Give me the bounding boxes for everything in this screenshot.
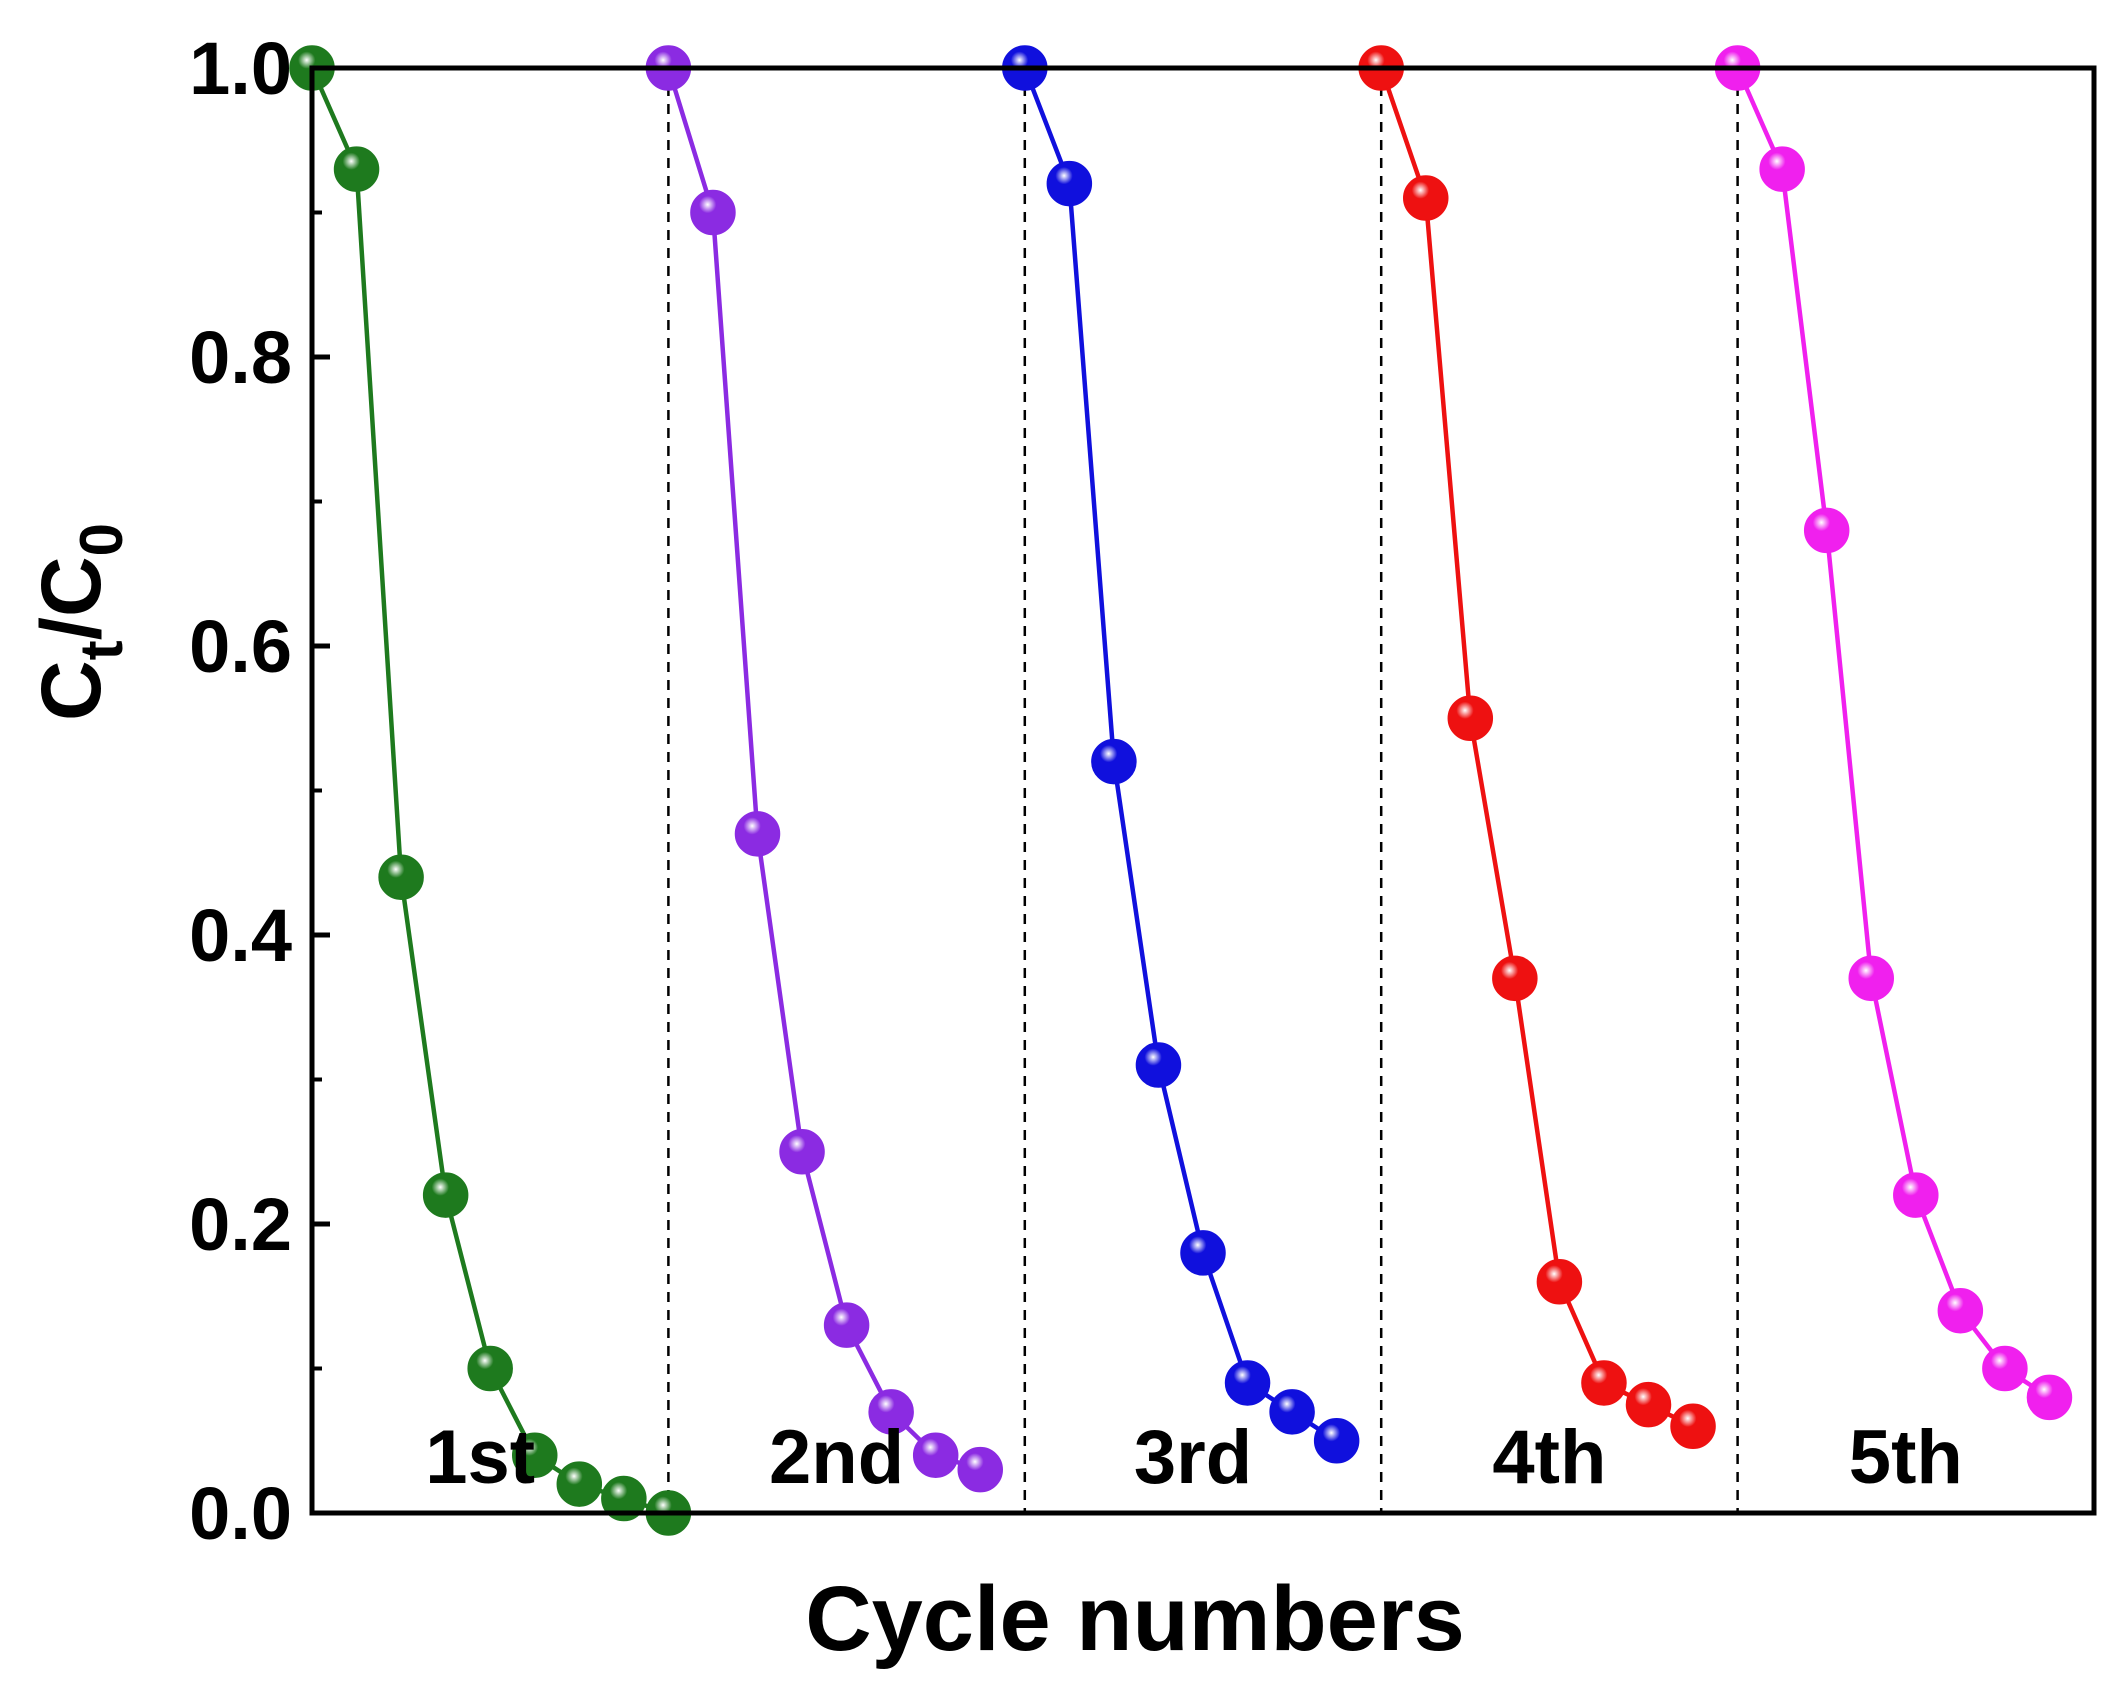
- y-tick-label: 0.2: [189, 1183, 292, 1266]
- data-point-2nd-3: [734, 811, 781, 857]
- data-point-3rd-8: [1313, 1418, 1360, 1464]
- y-tick-label: 1.0: [189, 27, 292, 110]
- data-point-5th-2: [1759, 146, 1805, 192]
- data-point-4th-3: [1447, 695, 1494, 741]
- data-point-2nd-8: [957, 1446, 1003, 1493]
- y-tick-label: 0.4: [189, 894, 292, 977]
- data-point-5th-4: [1848, 955, 1894, 1002]
- data-point-5th-8: [2026, 1374, 2073, 1421]
- series-line-3rd: [1022, 67, 1338, 1443]
- data-point-3rd-3: [1091, 738, 1137, 785]
- plot-frame: [309, 65, 2097, 1516]
- data-point-4th-4: [1492, 955, 1538, 1002]
- data-point-1st-7: [556, 1461, 603, 1507]
- data-point-4th-2: [1403, 175, 1449, 221]
- data-point-2nd-6: [868, 1389, 914, 1435]
- data-point-5th-7: [1982, 1345, 2028, 1392]
- plot-area: 1st 2nd 3rd 4th 5th: [289, 45, 2073, 1536]
- axes: 0.0 0.2 0.4 0.6 0.8 1.0: [189, 27, 2097, 1555]
- y-tick-label: 0.0: [189, 1472, 292, 1555]
- data-point-3rd-6: [1224, 1360, 1271, 1406]
- y-axis-title-base: C: [24, 660, 118, 721]
- y-tick-label: 0.8: [189, 316, 292, 399]
- data-point-4th-8: [1670, 1403, 1716, 1450]
- cycle-label-2nd: 2nd: [769, 1415, 904, 1500]
- data-point-2nd-4: [779, 1129, 825, 1175]
- y-axis-title: Ct/C0: [24, 523, 135, 721]
- data-point-2nd-2: [690, 189, 736, 236]
- series-line-4th: [1379, 67, 1695, 1429]
- data-point-1st-2: [333, 146, 380, 192]
- data-point-3rd-5: [1180, 1230, 1226, 1276]
- data-point-3rd-4: [1135, 1042, 1182, 1088]
- y-axis-title-sub-t: t: [68, 640, 135, 660]
- data-point-1st-6: [512, 1432, 558, 1478]
- x-axis-title: Cycle numbers: [805, 1568, 1465, 1670]
- series-line-2nd: [666, 67, 981, 1472]
- data-point-1st-5: [467, 1345, 513, 1392]
- y-axis-title-sub-0: 0: [68, 523, 135, 556]
- series-line-1st: [309, 67, 670, 1516]
- cycle-label-3rd: 3rd: [1134, 1415, 1252, 1500]
- y-axis-title-sep: /C: [24, 556, 118, 640]
- data-point-5th-3: [1803, 507, 1850, 554]
- y-tick-label: 0.6: [189, 605, 292, 688]
- data-point-2nd-5: [823, 1302, 870, 1348]
- data-point-4th-5: [1536, 1259, 1583, 1305]
- data-point-1st-8: [601, 1475, 647, 1522]
- data-point-5th-6: [1937, 1287, 1984, 1334]
- cycle-label-5th: 5th: [1849, 1415, 1963, 1500]
- data-point-1st-4: [422, 1172, 469, 1218]
- cycle-label-4th: 4th: [1492, 1415, 1606, 1500]
- data-point-4th-7: [1625, 1381, 1672, 1428]
- data-point-4th-6: [1581, 1360, 1627, 1406]
- data-point-3rd-7: [1269, 1389, 1315, 1435]
- data-point-3rd-2: [1046, 160, 1093, 207]
- cycle-label-1st: 1st: [425, 1415, 535, 1500]
- data-point-5th-5: [1893, 1172, 1939, 1218]
- data-point-1st-3: [378, 854, 424, 900]
- data-point-2nd-7: [912, 1432, 959, 1478]
